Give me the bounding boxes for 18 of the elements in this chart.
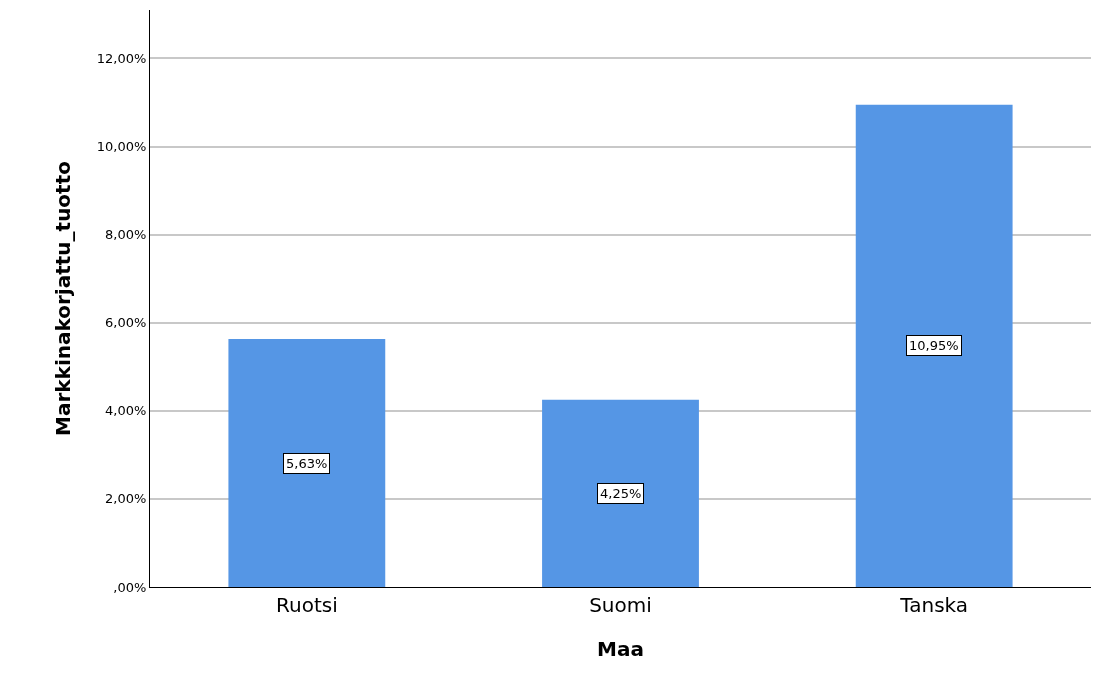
data-label: 10,95% <box>909 338 959 353</box>
y-tick-label: 6,00% <box>105 315 147 331</box>
bar <box>542 399 699 587</box>
x-tick-label: Suomi <box>589 593 652 617</box>
bar <box>228 339 386 587</box>
y-tick-label: 4,00% <box>105 403 147 419</box>
data-label: 5,63% <box>286 456 328 471</box>
data-label: 4,25% <box>600 486 642 501</box>
bar <box>855 104 1013 587</box>
y-tick-label: 12,00% <box>96 51 147 66</box>
y-tick-label: 8,00% <box>105 227 147 243</box>
x-tick-label: Ruotsi <box>275 593 338 617</box>
x-axis-title: Maa <box>597 636 644 661</box>
y-axis-title: Markkinakorjattu_tuotto <box>51 161 76 436</box>
y-tick-label: ,00% <box>113 579 147 595</box>
y-tick-label: 10,00% <box>96 139 147 155</box>
y-tick-label: 2,00% <box>105 491 147 507</box>
x-tick-label: Tanska <box>899 593 969 617</box>
